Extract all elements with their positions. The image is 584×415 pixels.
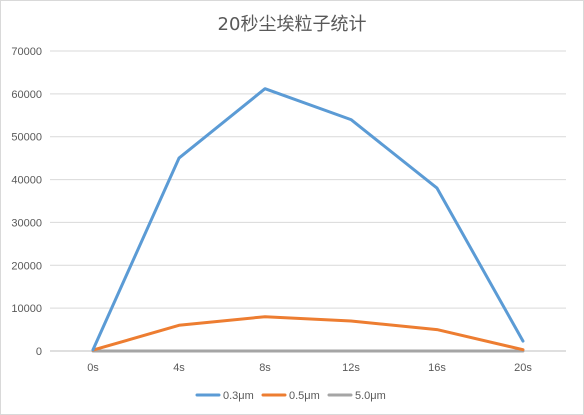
y-axis-tick-labels: 0 10000 20000 30000 40000 50000 60000 70000 [11,46,42,358]
y-tick-label: 40000 [11,175,42,187]
legend-label: 0.5μm [289,390,320,402]
x-tick-label: 0s [87,362,99,374]
chart-title: 20秒尘埃粒子统计 [218,14,367,35]
y-tick-label: 0 [36,346,42,358]
x-tick-label: 20s [514,362,532,374]
y-tick-label: 50000 [11,132,42,144]
series-lines [91,87,525,353]
y-tick-label: 10000 [11,303,42,315]
y-tick-label: 20000 [11,260,42,272]
x-tick-label: 16s [428,362,446,374]
x-axis-tick-labels: 0s 4s 8s 12s 16s 20s [87,362,532,374]
legend: 0.3μm 0.5μm 5.0μm [195,390,386,402]
x-tick-label: 12s [342,362,360,374]
legend-label: 5.0μm [355,390,386,402]
gridlines [50,50,566,352]
x-tick-label: 4s [173,362,185,374]
series-line-0.5μm [91,315,525,352]
y-tick-label: 30000 [11,217,42,229]
x-tick-label: 8s [259,362,271,374]
y-tick-label: 60000 [11,89,42,101]
legend-label: 0.3μm [223,390,254,402]
series-line-0.3μm [91,87,525,352]
y-tick-label: 70000 [11,46,42,58]
